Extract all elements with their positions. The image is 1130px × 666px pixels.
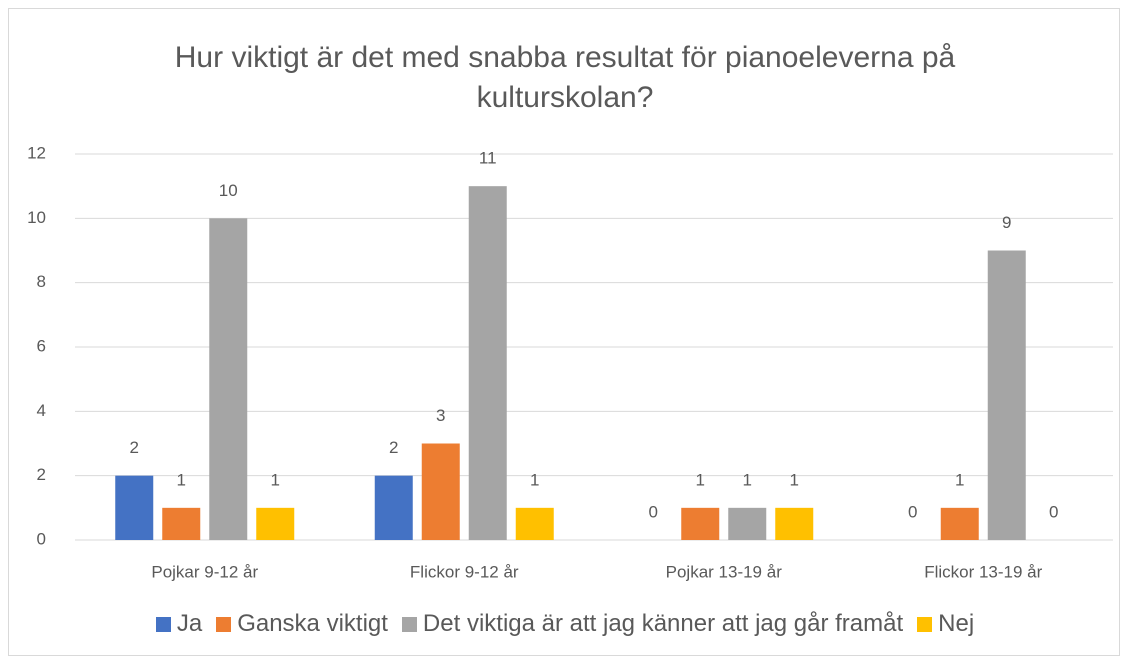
bar	[728, 507, 767, 540]
y-tick-label: 2	[37, 465, 46, 484]
y-tick-label: 8	[37, 272, 46, 291]
bar	[256, 507, 295, 540]
bar	[681, 507, 720, 540]
data-label: 1	[530, 470, 539, 489]
legend-label: Ja	[176, 610, 203, 637]
bar	[374, 475, 413, 540]
bar	[515, 507, 554, 540]
y-tick-label: 12	[27, 143, 46, 162]
legend-label: Ganska viktigt	[237, 610, 388, 637]
data-label: 10	[219, 181, 238, 200]
data-label: 9	[1002, 213, 1011, 232]
bar	[775, 507, 814, 540]
x-tick-label: Pojkar 9-12 år	[151, 562, 258, 581]
data-label: 1	[696, 470, 705, 489]
bar	[940, 507, 979, 540]
data-label: 3	[436, 406, 445, 425]
data-label: 2	[389, 438, 398, 457]
legend-swatch	[917, 616, 933, 632]
chart-title: Hur viktigt är det med snabba resultat f…	[174, 41, 956, 114]
legend-swatch	[216, 616, 232, 632]
y-tick-label: 0	[37, 529, 46, 548]
data-label: 2	[130, 438, 139, 457]
legend-item: Nej	[917, 610, 974, 638]
legend-label: Det viktiga är att jag känner att jag gå…	[422, 610, 904, 637]
x-tick-label: Flickor 9-12 år	[410, 562, 519, 581]
bar	[468, 186, 507, 540]
data-label: 1	[790, 470, 799, 489]
data-label: 0	[649, 502, 658, 521]
legend-item: Ganska viktigt	[216, 610, 388, 638]
y-tick-label: 6	[37, 336, 46, 355]
legend-label: Nej	[938, 610, 975, 637]
bar	[421, 443, 460, 540]
bar	[209, 218, 248, 541]
data-label: 1	[177, 470, 186, 489]
chart-frame	[8, 8, 1120, 656]
legend-item: Det viktiga är att jag känner att jag gå…	[401, 610, 904, 638]
data-label: 11	[479, 149, 497, 168]
y-tick-label: 4	[37, 401, 46, 420]
legend-swatch	[401, 616, 417, 632]
x-tick-label: Pojkar 13-19 år	[666, 562, 783, 581]
x-tick-label: Flickor 13-19 år	[924, 562, 1042, 581]
legend-swatch	[155, 616, 171, 632]
data-label: 1	[271, 470, 280, 489]
data-label: 0	[1049, 502, 1058, 521]
legend-item: Ja	[155, 610, 203, 638]
bar	[162, 507, 201, 540]
data-label: 0	[908, 502, 917, 521]
data-label: 1	[743, 470, 752, 489]
legend: Ja Ganska viktigt Det viktiga är att jag k…	[0, 610, 1130, 638]
y-tick-label: 10	[27, 208, 46, 227]
data-label: 1	[955, 470, 964, 489]
bar	[987, 250, 1026, 540]
bar	[115, 475, 154, 540]
